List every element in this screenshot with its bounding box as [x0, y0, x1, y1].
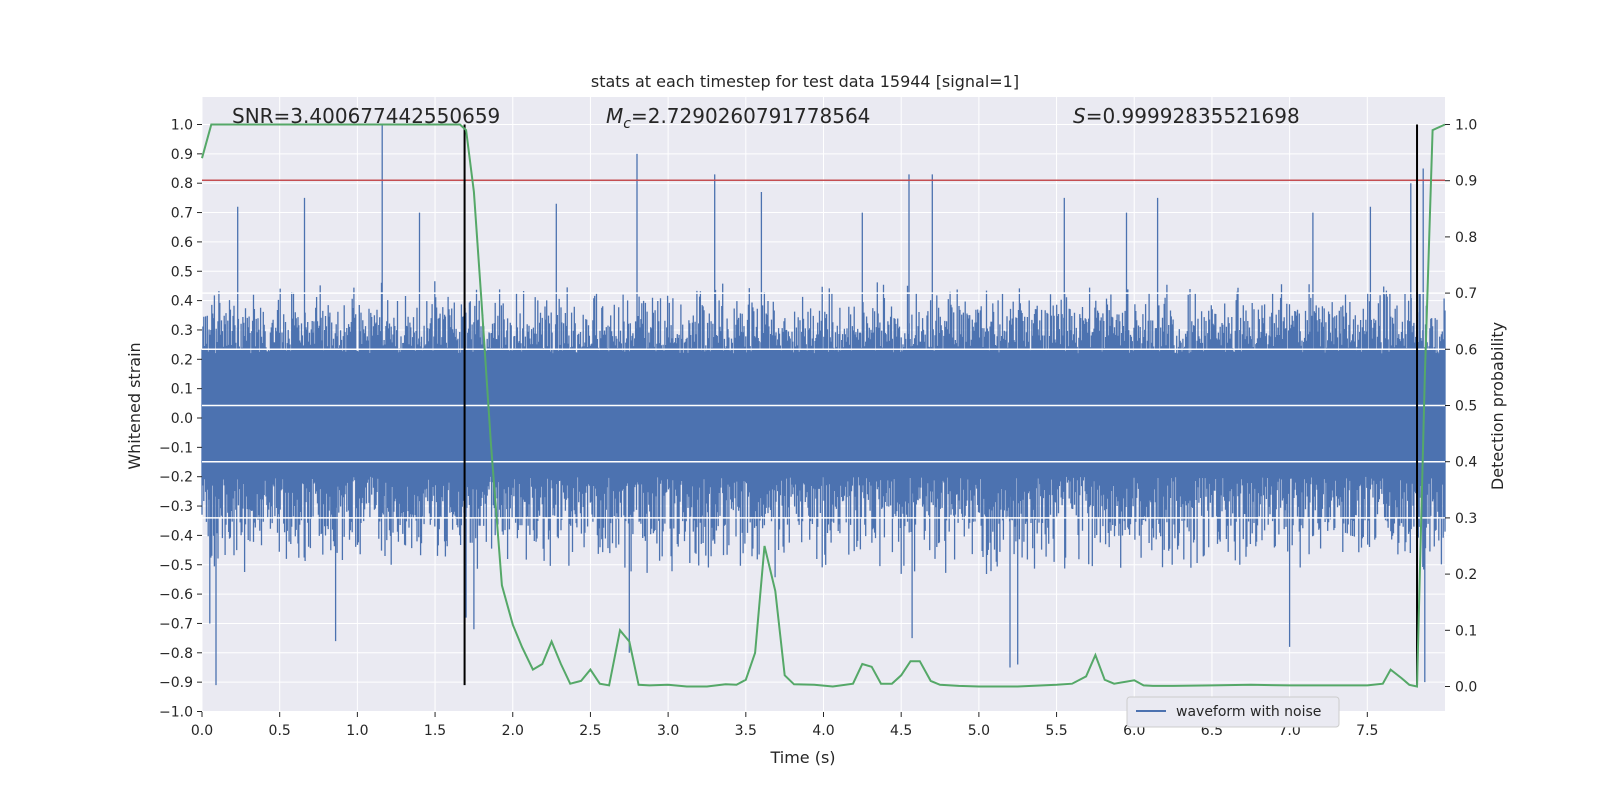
x-tick-label: 3.0	[657, 723, 679, 739]
s-annotation: S=0.99992835521698	[1073, 104, 1300, 128]
x-tick-label: 7.5	[1356, 723, 1378, 739]
y-tick-label: 0.4	[171, 294, 193, 310]
y-tick-label: −0.6	[159, 587, 193, 603]
x-tick-label: 1.0	[346, 723, 368, 739]
waveform-line	[201, 124, 1446, 686]
snr-annotation: SNR=3.400677442550659	[232, 104, 500, 128]
x-tick-label: 4.5	[890, 723, 912, 739]
x-tick-label: 3.5	[735, 723, 757, 739]
x-tick-label: 4.0	[812, 723, 834, 739]
x-axis-label: Time (s)	[769, 748, 835, 767]
mc-value: =2.7290260791778564	[631, 104, 870, 128]
y-tick-label: 0.0	[171, 411, 193, 427]
y2-tick-label: 0.8	[1455, 230, 1477, 246]
y-tick-label: −0.2	[159, 470, 193, 486]
y2-tick-label: 0.5	[1455, 399, 1477, 415]
mc-subscript: c	[623, 116, 631, 132]
y2-tick-label: 0.7	[1455, 286, 1477, 302]
y2-tick-label: 1.0	[1455, 118, 1477, 134]
y2-tick-label: 0.9	[1455, 174, 1477, 190]
y-tick-label: 0.1	[171, 382, 193, 398]
x-tick-label: 5.0	[968, 723, 990, 739]
y-tick-label: −0.8	[159, 646, 193, 662]
x-tick-label: 5.5	[1045, 723, 1067, 739]
probability-line	[201, 123, 1446, 688]
s-symbol: S	[1073, 104, 1086, 128]
y-tick-label: 0.5	[171, 264, 193, 280]
y-tick-label: 0.9	[171, 147, 193, 163]
chart-title: stats at each timestep for test data 159…	[591, 72, 1019, 91]
y2-tick-label: 0.6	[1455, 342, 1477, 358]
y-tick-label: 0.8	[171, 176, 193, 192]
legend-box	[1126, 696, 1340, 728]
y2-axis-ticks: 0.0 0.1 0.2 0.3 0.4 0.5 0.6 0.7 0.8 0.9 1.0	[1445, 118, 1477, 696]
y-tick-label: 0.2	[171, 352, 193, 368]
y-tick-label: −0.9	[159, 675, 193, 691]
y-tick-label: 0.7	[171, 206, 193, 222]
legend-label: waveform with noise	[1176, 704, 1321, 720]
y-tick-label: 0.6	[171, 235, 193, 251]
y-tick-label: −0.3	[159, 499, 193, 515]
y2-tick-label: 0.2	[1455, 567, 1477, 583]
y2-axis-label: Detection probability	[1488, 322, 1507, 490]
y-axis-ticks: −1.0 −0.9 −0.8 −0.7 −0.6 −0.5 −0.4 −0.3 −0.2 −0.1…	[159, 118, 202, 721]
y2-tick-label: 0.3	[1455, 511, 1477, 527]
x-tick-label: 2.5	[579, 723, 601, 739]
y-tick-label: −0.5	[159, 558, 193, 574]
y-tick-label: 1.0	[171, 118, 193, 134]
mc-symbol: M	[606, 104, 623, 128]
probability-series	[201, 123, 1446, 688]
x-tick-label: 2.0	[502, 723, 524, 739]
legend: waveform with noise	[1126, 696, 1340, 728]
s-value: =0.99992835521698	[1086, 104, 1300, 128]
y-tick-label: 0.3	[171, 323, 193, 339]
y-tick-label: −0.4	[159, 528, 193, 544]
y-tick-label: −0.1	[159, 440, 193, 456]
chirp-mass-annotation: Mc=2.7290260791778564	[606, 104, 870, 132]
x-tick-label: 0.0	[191, 723, 213, 739]
y2-tick-label: 0.4	[1455, 455, 1477, 471]
y-tick-label: −1.0	[159, 705, 193, 721]
y-tick-label: −0.7	[159, 616, 193, 632]
x-tick-label: 0.5	[269, 723, 291, 739]
y2-tick-label: 0.1	[1455, 623, 1477, 639]
waveform-series	[201, 124, 1446, 686]
overlay-lines	[202, 124, 1445, 686]
y2-tick-label: 0.0	[1455, 680, 1477, 696]
x-tick-label: 1.5	[424, 723, 446, 739]
y-axis-label: Whitened strain	[125, 342, 144, 469]
